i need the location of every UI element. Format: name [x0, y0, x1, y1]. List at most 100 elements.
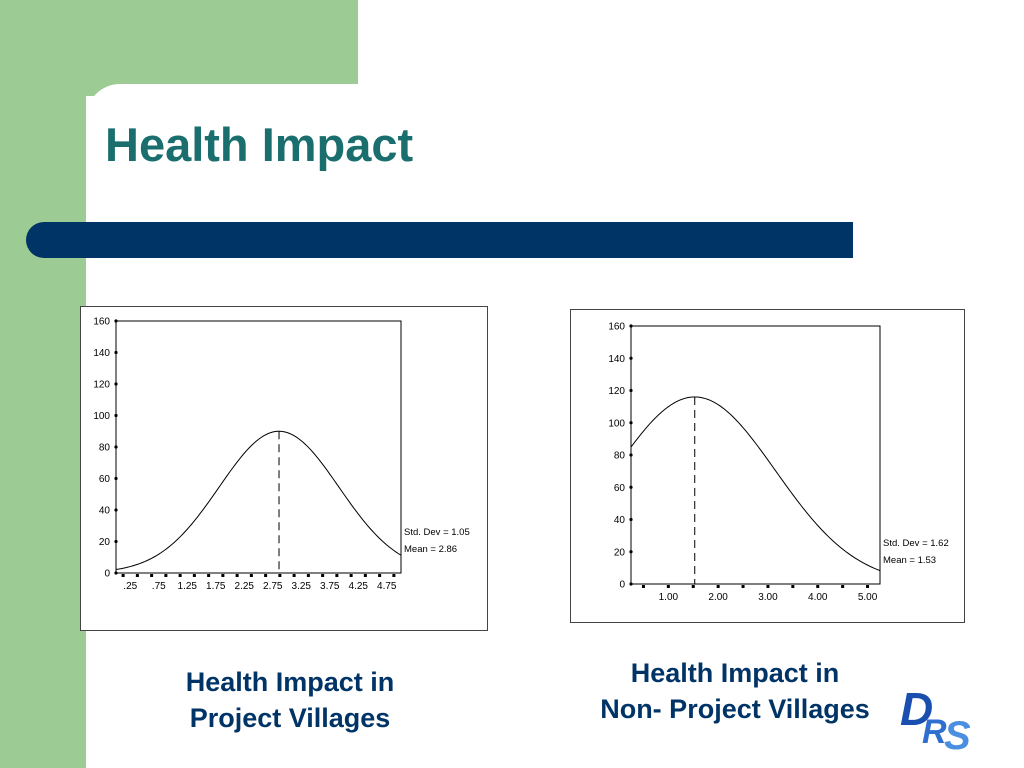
x-bin-mark — [666, 585, 670, 588]
chart-non-project-villages: 0 20 40 60 80 100 120 140 160 1.00 2.00 3.00 4.00 5.0… — [570, 309, 965, 623]
y-tick-mark — [629, 388, 633, 393]
y-tick-mark — [114, 571, 118, 575]
x-bin-mark — [306, 574, 310, 577]
y-tick-mark — [114, 476, 118, 481]
y-tick-mark — [114, 445, 118, 449]
plot-area-border — [630, 325, 881, 585]
x-bin-mark — [192, 574, 196, 577]
caption-non-project-villages: Health Impact in Non- Project Villages — [565, 655, 905, 727]
logo-letter-r: R — [922, 713, 947, 751]
caption-1-line-1: Health Impact in — [185, 667, 395, 697]
x-tick-label: 3.00 — [758, 592, 778, 603]
y-tick-label: 100 — [608, 418, 625, 429]
x-tick-label: 2.75 — [263, 581, 283, 592]
x-bin-mark — [349, 574, 353, 577]
y-tick-mark — [114, 319, 118, 323]
x-bin-mark — [292, 574, 296, 577]
x-bin-mark — [363, 574, 367, 577]
x-bin-mark — [716, 585, 720, 588]
y-tick-label: 20 — [99, 537, 111, 548]
x-bin-mark — [866, 585, 870, 588]
y-tick-mark — [629, 550, 633, 554]
green-top-band — [0, 0, 358, 96]
caption-1-line-2: Project Villages — [189, 703, 391, 733]
y-tick-mark — [629, 324, 633, 328]
y-tick-label: 60 — [99, 474, 111, 485]
y-tick-mark — [629, 453, 633, 457]
y-tick-mark — [114, 382, 118, 386]
chart-1-svg: 0 20 40 60 80 100 120 140 160 .25 .75 1.25 1.75 2.25 2… — [93, 317, 470, 593]
x-bin-mark — [178, 574, 182, 577]
y-tick-mark — [114, 413, 118, 418]
stats-annotation: Std. Dev = 1.05 — [404, 527, 470, 538]
y-tick-label: 0 — [104, 569, 110, 580]
x-tick-label: .75 — [152, 581, 166, 592]
y-tick-label: 120 — [93, 380, 110, 391]
x-tick-label: 3.25 — [292, 581, 312, 592]
x-bin-mark — [278, 574, 282, 577]
y-tick-label: 120 — [608, 386, 625, 397]
x-tick-label: 1.75 — [206, 581, 226, 592]
y-tick-label: 140 — [93, 348, 110, 359]
y-tick-label: 80 — [99, 443, 111, 454]
x-tick-label: 1.00 — [659, 592, 679, 603]
x-tick-label: .25 — [123, 581, 137, 592]
x-bin-mark — [641, 585, 645, 588]
x-tick-label: 2.25 — [235, 581, 255, 592]
x-bin-mark — [150, 574, 154, 577]
stats-annotation: Mean = 2.86 — [404, 544, 457, 555]
x-bin-mark — [235, 574, 239, 577]
x-tick-label: 4.00 — [808, 592, 828, 603]
y-tick-mark — [114, 350, 118, 355]
caption-2-line-2: Non- Project Villages — [600, 694, 870, 724]
x-bin-mark — [221, 574, 225, 577]
x-bin-mark — [335, 574, 339, 577]
x-tick-label: 3.75 — [320, 581, 340, 592]
x-bin-mark — [766, 585, 770, 588]
y-tick-mark — [629, 421, 633, 425]
y-tick-label: 0 — [619, 580, 625, 591]
y-tick-mark — [629, 582, 633, 586]
x-bin-mark — [791, 585, 795, 588]
x-bin-mark — [135, 574, 139, 577]
slide-title: Health Impact — [105, 118, 414, 171]
title-divider-bar — [26, 222, 853, 258]
y-tick-label: 60 — [614, 483, 626, 494]
caption-project-villages: Health Impact in Project Villages — [140, 664, 440, 736]
stats-annotation: Std. Dev = 1.62 — [883, 538, 949, 549]
y-tick-label: 20 — [614, 547, 626, 558]
y-tick-mark — [114, 508, 118, 512]
x-tick-label: 4.75 — [377, 581, 397, 592]
x-bin-mark — [392, 574, 396, 577]
y-tick-label: 40 — [99, 506, 111, 517]
x-tick-label: 1.25 — [178, 581, 198, 592]
x-bin-mark — [816, 585, 820, 588]
stats-annotation: Mean = 1.53 — [883, 555, 936, 566]
x-bin-mark — [249, 574, 253, 577]
y-tick-label: 160 — [93, 317, 110, 328]
chart-project-villages: 0 20 40 60 80 100 120 140 160 .25 .75 1.25 1.75 2.25 2… — [80, 306, 488, 631]
x-bin-mark — [378, 574, 382, 577]
x-tick-label: 5.00 — [858, 592, 878, 603]
x-bin-mark — [207, 574, 211, 577]
x-bin-mark — [841, 585, 845, 588]
caption-2-line-1: Health Impact in — [630, 658, 840, 688]
x-bin-mark — [321, 574, 325, 577]
y-tick-label: 80 — [614, 451, 626, 462]
normal-curve — [630, 396, 881, 572]
y-tick-label: 40 — [614, 515, 626, 526]
x-bin-mark — [691, 585, 695, 588]
green-side-band — [0, 0, 86, 768]
y-tick-mark — [629, 517, 633, 522]
plot-area-border — [115, 320, 402, 574]
y-tick-label: 160 — [608, 322, 625, 333]
chart-2-svg: 0 20 40 60 80 100 120 140 160 1.00 2.00 3.00 4.00 5.0… — [608, 322, 949, 604]
normal-curve — [115, 430, 402, 571]
y-tick-mark — [114, 539, 118, 544]
x-tick-label: 4.25 — [349, 581, 369, 592]
y-tick-mark — [629, 485, 633, 489]
y-tick-label: 140 — [608, 354, 625, 365]
x-bin-mark — [121, 574, 125, 577]
x-bin-mark — [741, 585, 745, 588]
drs-logo: D R S — [900, 685, 971, 755]
